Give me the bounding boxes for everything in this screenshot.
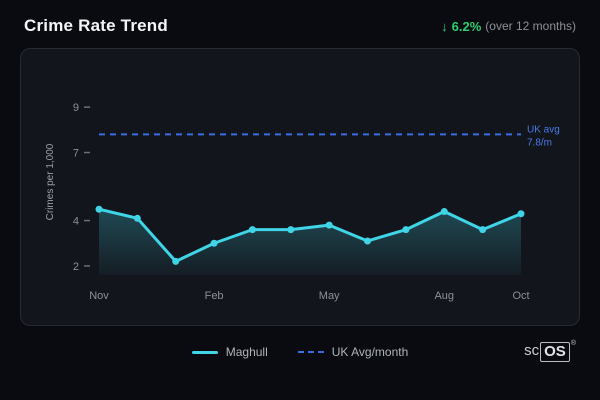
svg-text:4: 4 <box>73 216 79 228</box>
legend-label: Maghull <box>225 345 268 359</box>
svg-text:Nov: Nov <box>89 290 109 302</box>
logo-boxed-text: OS <box>540 342 570 362</box>
chart-card: UK avg 7.8/m 2 4 7 9 Nov Feb May Aug Oct Crimes per… <box>20 48 580 326</box>
scos-logo: sc OS ® <box>524 340 576 362</box>
svg-text:Feb: Feb <box>205 290 224 302</box>
legend-item-maghull[interactable]: Maghull <box>191 345 268 359</box>
trend-down-arrow-icon: ↓ <box>441 18 448 34</box>
page-title: Crime Rate Trend <box>24 16 168 35</box>
svg-text:Oct: Oct <box>512 290 529 302</box>
svg-text:Aug: Aug <box>434 290 454 302</box>
svg-text:2: 2 <box>73 261 79 273</box>
legend-item-uk-avg[interactable]: UK Avg/month <box>297 345 409 359</box>
svg-text:9: 9 <box>73 102 79 114</box>
legend-label: UK Avg/month <box>331 345 409 359</box>
trend-note: (over 12 months) <box>485 19 576 33</box>
trend-value: 6.2% <box>451 18 482 34</box>
header: Crime Rate Trend ↓ 6.2% (over 12 months) <box>0 0 600 44</box>
crime-trend-chart: UK avg 7.8/m 2 4 7 9 Nov Feb May Aug Oct Crimes per… <box>45 102 560 302</box>
footer: Maghull UK Avg/month sc OS ® <box>0 340 600 364</box>
svg-text:7.8/m: 7.8/m <box>527 137 552 148</box>
logo-prefix: sc <box>524 342 540 359</box>
maghull-line-swatch <box>191 350 218 354</box>
trend-indicator: ↓ 6.2% (over 12 months) <box>441 19 576 34</box>
svg-text:UK avg: UK avg <box>527 124 560 135</box>
svg-text:Crimes per 1,000: Crimes per 1,000 <box>45 143 56 220</box>
svg-text:May: May <box>319 290 340 302</box>
svg-text:7: 7 <box>73 148 79 160</box>
uk-avg-dashed-swatch <box>297 351 324 353</box>
registered-trademark-icon: ® <box>570 340 576 347</box>
